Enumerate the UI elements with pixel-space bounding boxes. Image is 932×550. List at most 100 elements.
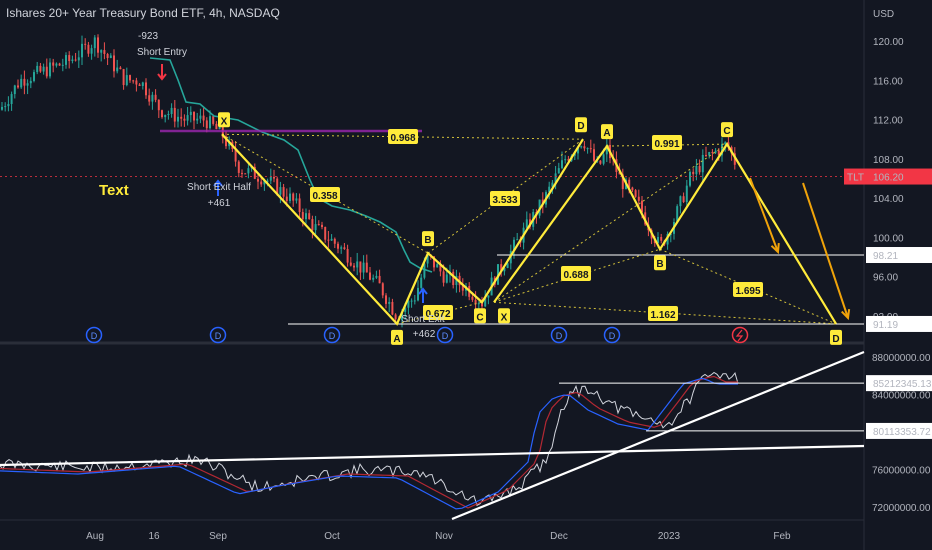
- candle-body: [330, 238, 333, 241]
- candle-body: [212, 116, 215, 124]
- candle-body: [228, 141, 231, 147]
- pattern-point-badge: [721, 122, 733, 138]
- time-tick-label: Oct: [324, 531, 340, 542]
- candle-body: [705, 154, 707, 156]
- candle-body: [317, 224, 320, 226]
- candle-body: [599, 160, 602, 164]
- candle-body: [42, 66, 45, 72]
- ratio-label: 0.968: [390, 133, 415, 144]
- candle-body: [589, 148, 592, 150]
- candle-body: [692, 171, 695, 175]
- symbol-tag-bg: [844, 168, 866, 185]
- candle-body: [583, 146, 586, 149]
- candle-body: [698, 165, 701, 173]
- earnings-marker: [731, 326, 749, 344]
- pattern-point-label: A: [603, 128, 610, 139]
- candle-body: [487, 295, 490, 298]
- candle-body: [381, 283, 384, 296]
- candle-body: [167, 114, 170, 116]
- price-tick-label: 116.00: [873, 76, 903, 87]
- candle-body: [193, 111, 195, 121]
- ratio-badge: [561, 266, 591, 281]
- candle-body: [7, 103, 10, 107]
- candle-body: [173, 107, 176, 122]
- candle-body: [253, 166, 256, 179]
- candle-body: [436, 264, 439, 268]
- candle-body: [106, 53, 109, 58]
- indicator-tick-label: 76000000.00: [872, 466, 931, 477]
- candle-body: [125, 75, 128, 86]
- pattern-point-badge: [422, 231, 434, 247]
- currency-label: USD: [873, 9, 894, 20]
- candle-body: [135, 80, 138, 85]
- candle-body: [58, 63, 61, 66]
- pattern-ratio-line: [493, 248, 661, 303]
- candle-body: [321, 224, 323, 228]
- candle-body: [481, 303, 483, 307]
- candle-body: [301, 212, 304, 220]
- candle-body: [189, 111, 192, 116]
- short-entry-arrow-head: [157, 73, 167, 81]
- candle-body: [340, 247, 343, 249]
- candle-body: [461, 285, 464, 291]
- candle-body: [477, 303, 480, 305]
- candle-body: [714, 150, 717, 153]
- candle-body: [708, 152, 711, 156]
- candle-body: [452, 271, 455, 286]
- candle-body: [36, 65, 39, 73]
- candle-body: [471, 296, 474, 300]
- candle-body: [202, 115, 205, 121]
- candle-body: [369, 272, 371, 280]
- candle-body: [506, 263, 509, 268]
- candle-body: [356, 261, 359, 268]
- candle-body: [618, 171, 621, 175]
- candle-body: [241, 172, 243, 174]
- candle-body: [186, 115, 189, 121]
- candle-body: [634, 190, 637, 197]
- projection-arrow: [749, 177, 779, 253]
- candle-body: [157, 99, 160, 111]
- projection-arrow-head: [841, 308, 851, 321]
- last-price-tag-bg: [866, 168, 932, 185]
- candle-body: [593, 149, 595, 161]
- candle-body: [337, 243, 339, 249]
- candle-body: [269, 176, 272, 181]
- pattern-point-badge: [830, 329, 842, 345]
- candle-body: [263, 180, 266, 185]
- ratio-label: 0.358: [312, 191, 337, 202]
- candle-body: [362, 262, 365, 273]
- candle-body: [39, 65, 42, 72]
- pattern-ratio-line: [493, 143, 728, 303]
- candle-body: [561, 160, 563, 169]
- time-tick-label: Dec: [550, 531, 568, 542]
- pattern-point-badge: [218, 112, 230, 128]
- time-tick-label: 2023: [658, 531, 681, 542]
- dividend-marker: [550, 326, 568, 344]
- ratio-badge: [652, 135, 682, 150]
- obv-ma-blue: [0, 377, 738, 510]
- candle-body: [55, 63, 58, 66]
- candle-body: [573, 153, 576, 156]
- price-tick-label: 100.00: [873, 233, 904, 244]
- candle-body: [327, 239, 330, 241]
- candle-body: [410, 300, 413, 302]
- time-tick-label: 16: [148, 531, 160, 542]
- dividend-marker-label: D: [556, 331, 563, 341]
- candle-body: [45, 66, 48, 77]
- ratio-badge: [648, 306, 678, 321]
- pattern-point-badge: [498, 308, 510, 324]
- chart-title: Ishares 20+ Year Treasury Bond ETF, 4h, …: [6, 6, 280, 20]
- candle-body: [52, 62, 55, 66]
- candle-body: [116, 67, 119, 72]
- candle-body: [276, 178, 279, 195]
- candle-body: [68, 55, 71, 62]
- price-tick-label: 120.00: [873, 37, 904, 48]
- obv-line: [0, 371, 739, 507]
- candle-body: [333, 238, 336, 244]
- candle-body: [282, 187, 285, 197]
- candle-body: [516, 239, 519, 241]
- candle-body: [103, 50, 106, 54]
- last-price-tag: 106.20: [873, 173, 904, 184]
- indicator-tick-label: 72000000.00: [872, 503, 931, 514]
